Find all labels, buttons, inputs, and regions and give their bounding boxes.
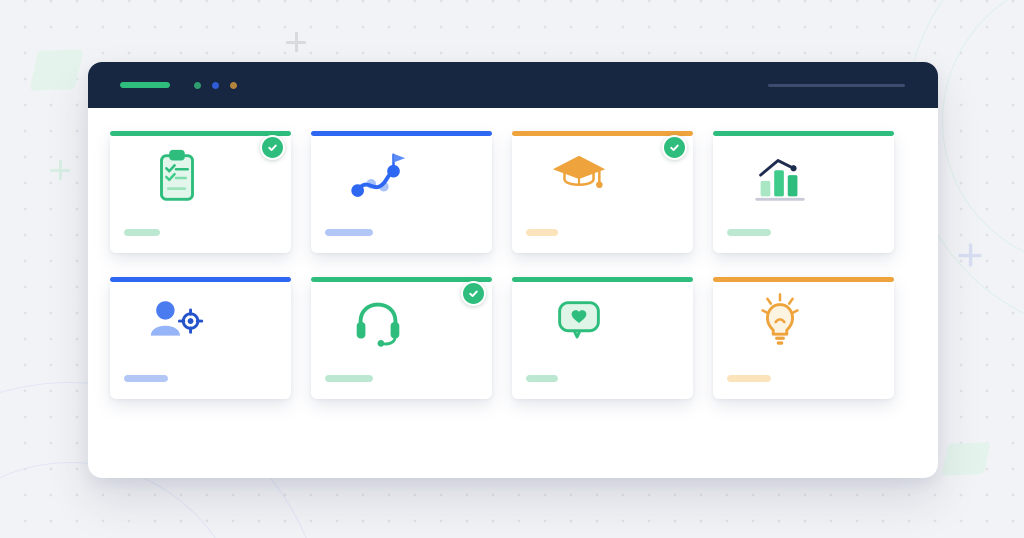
plus-icon [50, 160, 70, 180]
card-top-border [311, 131, 492, 136]
card-user-target[interactable] [110, 277, 291, 399]
card-label-placeholder [526, 375, 558, 382]
app-window [88, 62, 938, 478]
milestone-path-flag-icon [347, 146, 409, 208]
mint-square-decoration [29, 49, 84, 91]
card-top-border [713, 131, 894, 136]
card-support[interactable] [311, 277, 492, 399]
nav-dot-gold [230, 81, 237, 89]
headset-icon [347, 292, 409, 354]
card-grid [88, 108, 938, 399]
card-label-placeholder [526, 229, 558, 236]
card-label-placeholder [727, 229, 771, 236]
card-checklist[interactable] [110, 131, 291, 253]
lightbulb-icon [749, 292, 811, 354]
card-top-border [110, 277, 291, 282]
header-nav-dots [194, 81, 237, 89]
bar-chart-trend-icon [749, 146, 811, 208]
card-top-border [713, 277, 894, 282]
card-progress-path[interactable] [311, 131, 492, 253]
clipboard-checklist-icon [146, 146, 208, 208]
card-analytics[interactable] [713, 131, 894, 253]
person-target-icon [146, 292, 208, 354]
completed-check-icon [260, 135, 285, 160]
card-feedback[interactable] [512, 277, 693, 399]
card-top-border [512, 277, 693, 282]
plus-icon [286, 32, 306, 52]
card-label-placeholder [124, 229, 160, 236]
completed-check-icon [461, 281, 486, 306]
completed-check-icon [662, 135, 687, 160]
nav-dot-green [194, 81, 201, 89]
card-top-border [512, 131, 693, 136]
nav-dot-blue [212, 81, 219, 89]
card-label-placeholder [325, 375, 373, 382]
card-label-placeholder [727, 375, 771, 382]
logo-placeholder [120, 82, 170, 88]
heart-message-icon [548, 292, 610, 354]
card-ideas[interactable] [713, 277, 894, 399]
mint-square-decoration [941, 442, 991, 476]
card-education[interactable] [512, 131, 693, 253]
card-top-border [311, 277, 492, 282]
card-top-border [110, 131, 291, 136]
card-label-placeholder [124, 375, 168, 382]
graduation-cap-icon [548, 146, 610, 208]
card-label-placeholder [325, 229, 373, 236]
app-header [88, 62, 938, 108]
menu-line-placeholder [768, 83, 905, 87]
